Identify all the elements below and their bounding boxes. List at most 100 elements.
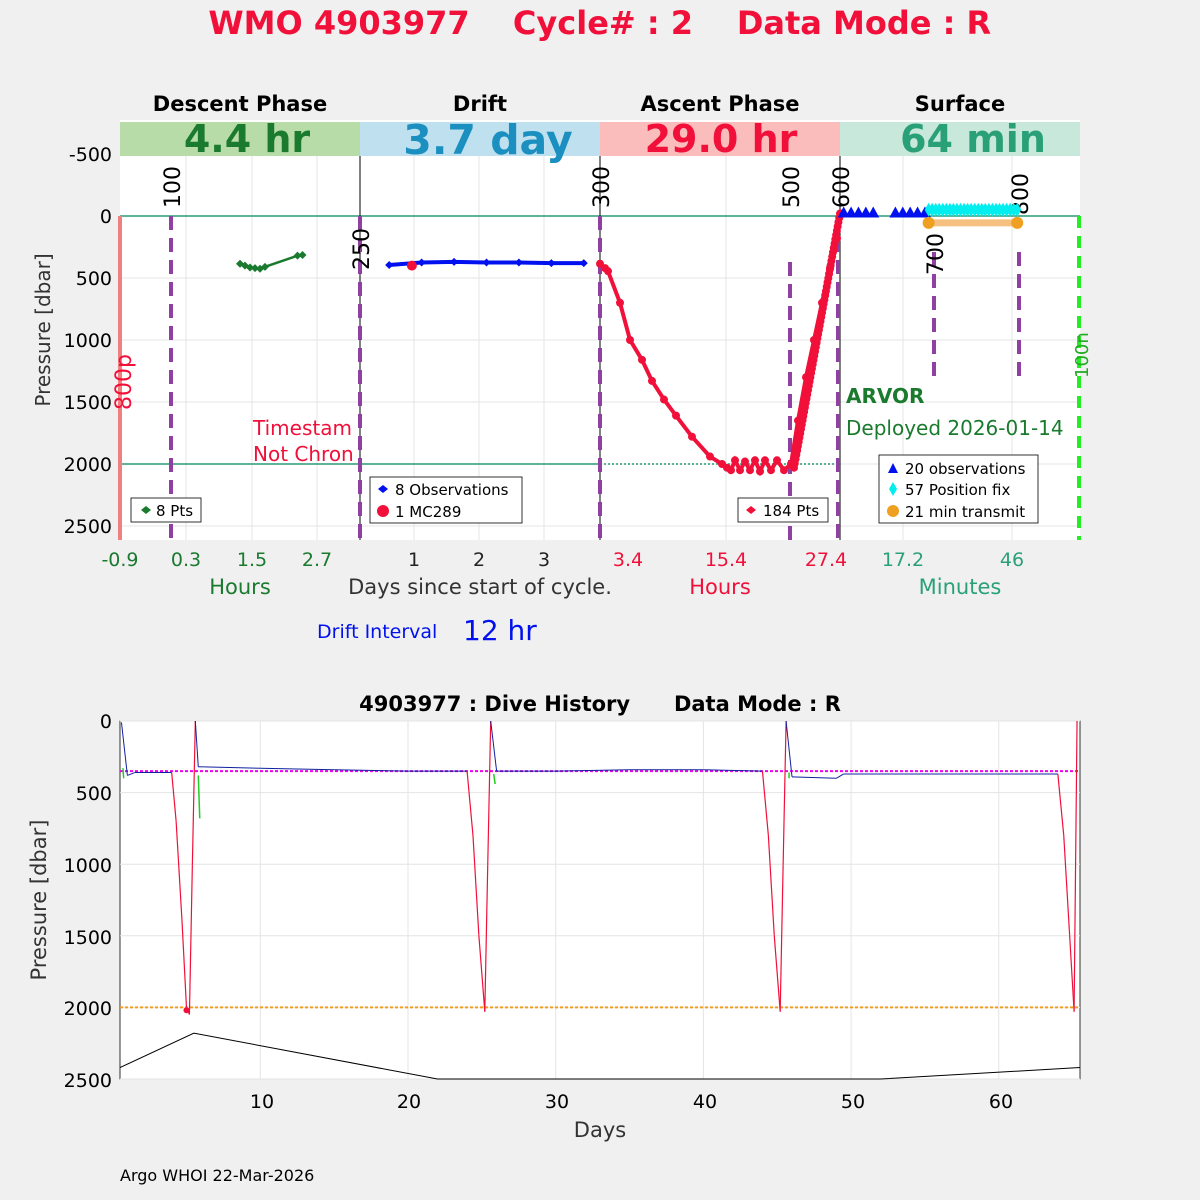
- ytick-label: 2000: [64, 454, 112, 476]
- drift-point: [385, 260, 394, 269]
- ascent-point: [660, 395, 668, 404]
- ascent-point: [751, 456, 759, 465]
- side-label-left: 800p: [112, 354, 137, 410]
- profile-segment: [767, 835, 775, 936]
- duration-surface: 64 min: [900, 117, 1046, 161]
- xtick-drift: 2: [473, 549, 485, 571]
- band-surface: [840, 122, 1080, 156]
- descent-trace: [197, 775, 201, 819]
- duration-ascent: 29.0 hr: [645, 117, 798, 161]
- legend-drift: 8 Observations 1 MC289: [369, 476, 523, 524]
- surface-fix-point: [1013, 202, 1022, 217]
- phase-title-ascent: Ascent Phase: [641, 92, 800, 116]
- ascent-point: [727, 466, 735, 475]
- descent-point: [246, 263, 254, 272]
- legend-surface-obs: 20 observations: [905, 460, 1026, 478]
- top-ylabel: Pressure [dbar]: [31, 253, 55, 406]
- surface-transmit-point: [1011, 216, 1024, 229]
- bottom-data: [119, 720, 1081, 1080]
- drift-point: [482, 258, 491, 267]
- descent-point: [251, 264, 259, 273]
- xlabel-ascent: Hours: [689, 575, 751, 599]
- profile-segment: [487, 720, 492, 865]
- ascent-point: [746, 466, 754, 475]
- ytick-label: 0: [100, 206, 112, 228]
- marker-label-600: 600: [830, 166, 855, 208]
- ytick-label: 1000: [64, 855, 112, 877]
- legend-surface-transmit: 21 min transmit: [905, 503, 1025, 521]
- xtick-descent: 2.7: [302, 549, 332, 571]
- bottom-ylabel: Pressure [dbar]: [27, 820, 51, 981]
- ascent-point: [672, 411, 680, 420]
- profile-segment: [181, 921, 188, 1008]
- ascent-point: [761, 456, 769, 465]
- float-type: ARVOR: [846, 384, 924, 408]
- profile-segment: [490, 720, 498, 772]
- profile-segment: [194, 720, 199, 767]
- profile-segment: [334, 769, 409, 772]
- profile-segment: [782, 720, 787, 865]
- profile-segment: [761, 771, 769, 836]
- descent-point: [293, 251, 302, 260]
- descent-point: [298, 251, 307, 260]
- descent-trace: [122, 768, 125, 779]
- profile-segment: [484, 864, 489, 1012]
- top-yaxis: -500 0 500 1000 1500 2000 2500: [64, 144, 112, 538]
- ascent-point: [616, 298, 624, 307]
- profile-segment: [791, 776, 837, 779]
- profile-segment: [466, 771, 474, 836]
- legend-drift-mc: 1 MC289: [395, 503, 461, 521]
- bottom-yaxis: 0 500 1000 1500 2000 2500: [64, 711, 112, 1092]
- ytick-label: 2500: [64, 516, 112, 538]
- title-cycle: Cycle# : 2: [513, 4, 693, 42]
- drift-interval-label: Drift Interval: [317, 621, 437, 643]
- profile-segment: [1073, 720, 1078, 1012]
- profile-segment: [555, 769, 630, 772]
- ascent-point: [688, 432, 696, 441]
- band-descent: [120, 122, 360, 156]
- legend-descent: 8 Pts: [130, 497, 202, 523]
- profile-segment: [785, 720, 793, 777]
- profile-segment: [191, 720, 196, 865]
- bottom-xlabel: Days: [574, 1118, 626, 1142]
- profile-segment: [779, 864, 784, 1012]
- legend-ascent-label: 184 Pts: [763, 502, 819, 520]
- profile-segment: [836, 773, 844, 779]
- xtick-ascent: 27.4: [805, 549, 847, 571]
- profile-bottom-point: [183, 1007, 190, 1014]
- profile-segment: [472, 835, 480, 936]
- marker-label-500: 500: [780, 166, 805, 208]
- profile-segment: [773, 935, 781, 1012]
- ascent-point: [756, 467, 764, 476]
- profile-segment: [188, 864, 193, 1015]
- phase-title-descent: Descent Phase: [153, 92, 327, 116]
- profile-segment: [175, 821, 183, 922]
- drift-point: [514, 258, 523, 267]
- drift-point: [450, 257, 459, 266]
- profile-segment: [171, 772, 177, 822]
- marker-label-250: 250: [350, 228, 375, 270]
- side-label-right: 100n: [1072, 332, 1093, 378]
- ascent-point: [604, 267, 612, 276]
- xtick-drift: 1: [408, 549, 420, 571]
- ascent-point: [773, 456, 781, 465]
- ascent-point: [736, 466, 744, 475]
- descent-point: [261, 262, 269, 271]
- deployed-date: Deployed 2026-01-14: [846, 416, 1064, 440]
- bottom-plot-area: [119, 720, 1081, 1080]
- ytick-label: 1000: [64, 330, 112, 352]
- profile-segment: [1063, 835, 1071, 936]
- ytick-label: 2000: [64, 998, 112, 1020]
- drift-mc-point: [406, 260, 417, 271]
- xtick-label: 60: [989, 1091, 1013, 1113]
- title-wmo: WMO 4903977: [208, 4, 469, 42]
- drift-point: [417, 258, 426, 267]
- profile-segment: [127, 772, 135, 776]
- xlabel-drift: Days since start of cycle.: [348, 575, 612, 599]
- ytick-label: 2500: [64, 1070, 112, 1092]
- ytick-label: 500: [76, 268, 112, 290]
- ytick-label: -500: [69, 144, 112, 166]
- legend-surface: 20 observations 57 Position fix 21 min t…: [878, 454, 1039, 524]
- title-mode: Data Mode : R: [737, 4, 991, 42]
- ascent-point: [626, 336, 634, 344]
